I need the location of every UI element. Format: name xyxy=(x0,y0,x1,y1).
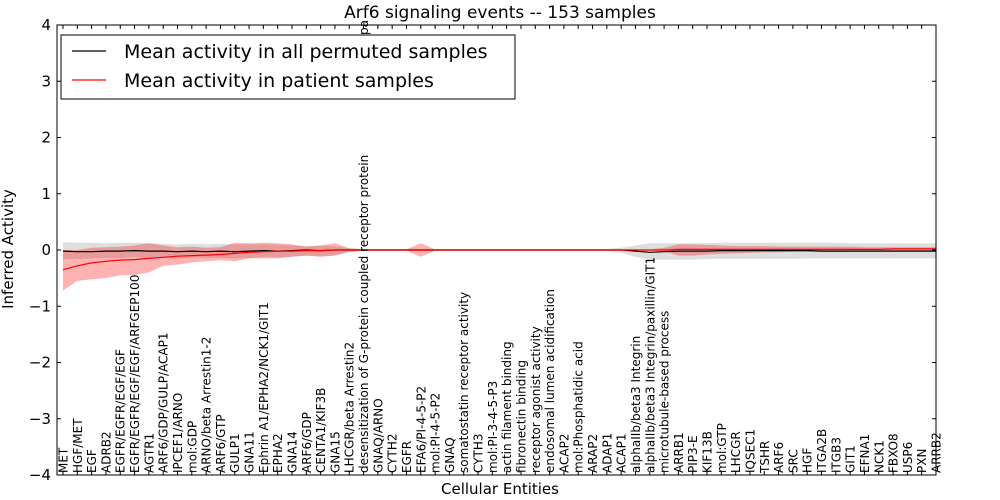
legend-label-permuted: Mean activity in all permuted samples xyxy=(124,41,487,63)
category-label: alphaIIb/beta3 Integrin xyxy=(629,336,643,473)
legend-box xyxy=(60,34,516,100)
category-label: alphaIIb/beta3 Integrin/paxillin/GIT1 xyxy=(643,257,657,473)
y-axis-label: Inferred Activity xyxy=(0,189,17,309)
category-labels: MET HGF/MET EGF ADRB2 EGFR/EGFR/EGF/EGF EGFR/… xyxy=(57,20,944,475)
y-tick-label: 0 xyxy=(41,241,51,259)
category-label: ARF6 xyxy=(772,442,786,473)
category-label: ITGA2B xyxy=(815,429,829,473)
category-label: EFA6/PI-4-5-P2 xyxy=(414,386,428,473)
category-label: ARAP2 xyxy=(586,434,600,473)
category-label: ARF6/GDP xyxy=(300,412,314,473)
y-axis-ticks: −4 −3 −2 −1 0 1 2 3 4 xyxy=(29,16,936,484)
category-label: PXN xyxy=(915,449,929,473)
category-label: ADAP1 xyxy=(600,433,614,473)
category-label: GNAQ/ARNO xyxy=(371,398,385,473)
category-label: MET xyxy=(57,447,71,473)
category-label: SRC xyxy=(786,449,800,473)
chart-title: Arf6 signaling events -- 153 samples xyxy=(344,3,656,23)
category-label: GNAQ xyxy=(443,437,457,473)
category-label-overflow: pa xyxy=(357,20,371,35)
category-label: PIP3-E xyxy=(686,435,700,473)
legend-label-patient: Mean activity in patient samples xyxy=(124,70,434,92)
y-tick-label: −2 xyxy=(29,354,51,372)
category-label: NCK1 xyxy=(872,440,886,473)
y-tick-label: 2 xyxy=(41,129,51,147)
category-label: EFNA1 xyxy=(858,434,872,473)
category-label: Ephrin A1/EPHA2/NCK1/GIT1 xyxy=(257,302,271,473)
y-tick-label: −1 xyxy=(29,297,51,315)
y-tick-label: 1 xyxy=(41,185,51,203)
x-axis-label: Cellular Entities xyxy=(441,480,559,498)
category-label: GNA14 xyxy=(286,431,300,473)
y-tick-label: −4 xyxy=(29,466,51,484)
category-label: EGFR xyxy=(400,441,414,473)
confidence-bands xyxy=(63,242,936,291)
category-label: EPHA2 xyxy=(271,433,285,473)
category-label: ACAP1 xyxy=(615,434,629,473)
category-label: fibronectin binding xyxy=(515,360,529,473)
line-series-1 xyxy=(62,248,936,271)
category-label: GULP1 xyxy=(228,433,242,473)
category-label: ACAP2 xyxy=(557,434,571,473)
category-label: ARRB1 xyxy=(672,432,686,473)
series-lines xyxy=(62,248,936,271)
category-label: USP6 xyxy=(901,442,915,473)
category-label: IPCEF1/ARNO xyxy=(171,393,185,473)
y-tick-label: 4 xyxy=(41,16,51,34)
category-label: IQSEC1 xyxy=(744,429,758,473)
category-label: ARF6/GTP xyxy=(214,414,228,473)
y-tick-label: 3 xyxy=(41,72,51,90)
category-label: somatostatin receptor activity xyxy=(457,292,471,473)
band-series-1 xyxy=(63,242,936,291)
category-label: mol:GDP xyxy=(185,421,199,473)
category-label: receptor agonist activity xyxy=(529,326,543,473)
category-label: desensitization of G-protein coupled rec… xyxy=(357,155,371,473)
category-label: CENTA1/KIF3B xyxy=(314,388,328,473)
category-label: GNA11 xyxy=(243,431,257,473)
category-label: mol:PI-4-5-P2 xyxy=(429,393,443,473)
category-label: ITGB3 xyxy=(829,437,843,473)
category-label: ADRB2 xyxy=(99,431,113,473)
category-label: GNA15 xyxy=(328,431,342,473)
y-tick-label: −3 xyxy=(29,410,51,428)
category-label: GIT1 xyxy=(844,445,858,473)
category-label: mol:GTP xyxy=(715,423,729,473)
category-label: endosomal lumen acidification xyxy=(543,289,557,473)
category-label: EGFR/EGFR/EGF/EGF/ARFGEP100 xyxy=(128,275,142,473)
category-label: LHCGR/beta Arrestin2 xyxy=(343,342,357,473)
category-label: ARF6/GDP/GULP/ACAP1 xyxy=(157,333,171,473)
category-label: HGF/MET xyxy=(71,418,85,473)
category-label: HGF xyxy=(801,448,815,473)
category-label: TSHR xyxy=(758,441,772,474)
band-series-0 xyxy=(63,242,936,260)
legend: Mean activity in all permuted samples Me… xyxy=(60,34,516,100)
category-label: ARNO/beta Arrestin1-2 xyxy=(200,337,214,473)
category-label: microtubule-based process xyxy=(658,311,672,473)
category-label: LHCGR xyxy=(729,431,743,473)
plot-frame xyxy=(56,24,937,476)
category-label: EGFR/EGFR/EGF/EGF xyxy=(114,349,128,473)
category-label: mol:Phosphatidic acid xyxy=(572,341,586,473)
category-label: CYTH3 xyxy=(472,434,486,474)
category-label: KIF13B xyxy=(701,431,715,473)
category-label: FBXO8 xyxy=(887,433,901,473)
category-label: EGF xyxy=(85,449,99,473)
category-label: AGTR1 xyxy=(142,433,156,473)
category-label: CYTH2 xyxy=(386,434,400,474)
category-label: actin filament binding xyxy=(500,341,514,473)
category-label: mol:PI-3-4-5-P3 xyxy=(486,381,500,473)
